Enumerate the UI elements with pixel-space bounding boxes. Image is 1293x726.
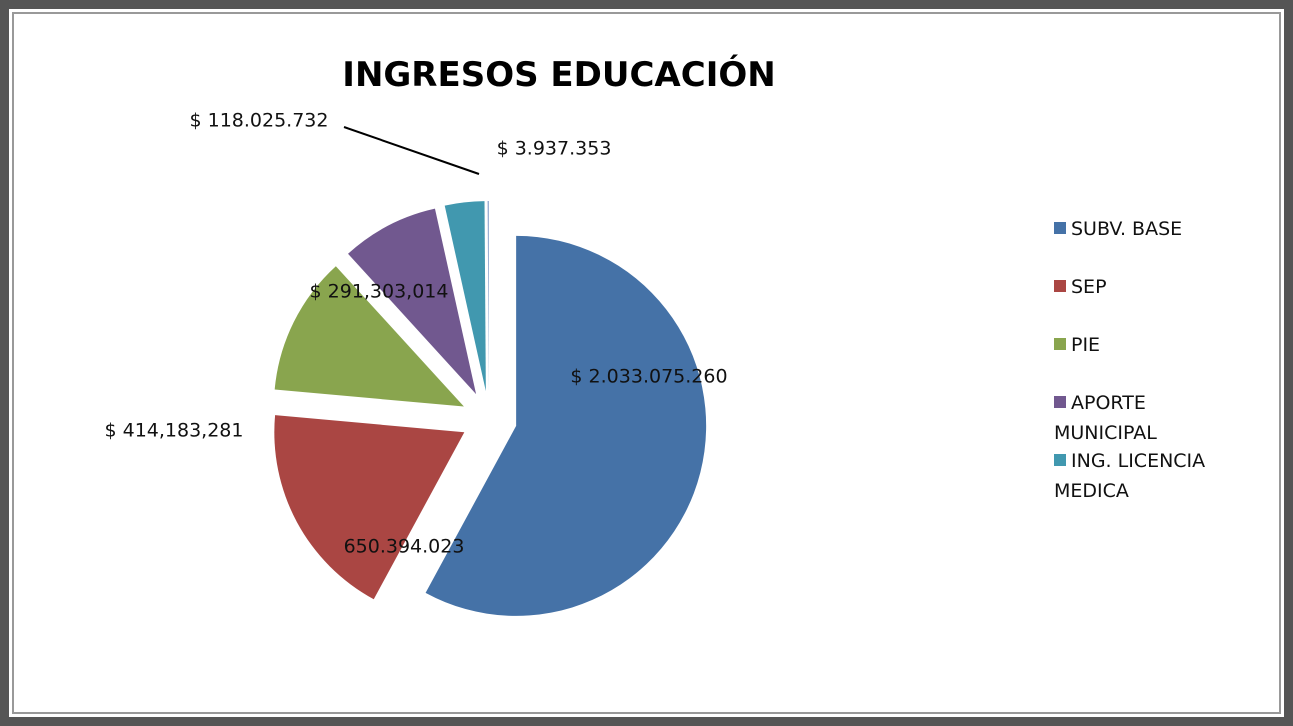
legend-swatch xyxy=(1054,338,1066,350)
leader-line xyxy=(343,126,480,175)
legend-swatch xyxy=(1054,222,1066,234)
legend-entry: APORTE MUNICIPAL xyxy=(1054,388,1244,449)
pie-slice xyxy=(487,201,489,392)
legend-entry: SUBV. BASE xyxy=(1054,214,1244,244)
pie-slice xyxy=(425,235,707,616)
legend-swatch xyxy=(1054,454,1066,466)
legend-label: SUBV. BASE xyxy=(1071,218,1183,240)
data-label: $ 291,303,014 xyxy=(309,280,449,303)
legend-entry: ING. LICENCIA MEDICA xyxy=(1054,446,1244,507)
pie-slice xyxy=(274,266,464,407)
pie-slice xyxy=(348,208,477,395)
data-label: 650.394.023 xyxy=(343,535,465,558)
pie-slice xyxy=(274,415,465,600)
legend-label: PIE xyxy=(1071,334,1101,356)
data-label: $ 414,183,281 xyxy=(104,419,244,442)
frame xyxy=(12,12,1281,714)
legend-entry: PIE xyxy=(1054,330,1244,360)
legend-label: ING. LICENCIA MEDICA xyxy=(1054,450,1206,503)
legend-entry: SEP xyxy=(1054,272,1244,302)
chart-title: INGRESOS EDUCACIÓN xyxy=(342,55,776,95)
legend-swatch xyxy=(1054,396,1066,408)
legend-label: SEP xyxy=(1071,276,1107,298)
data-label: $ 2.033.075.260 xyxy=(570,365,728,388)
data-label: $ 118.025.732 xyxy=(189,109,329,132)
pie-slice xyxy=(444,201,486,392)
legend-label: APORTE MUNICIPAL xyxy=(1054,392,1157,445)
data-label: $ 3.937.353 xyxy=(496,137,612,160)
plot xyxy=(274,126,707,616)
legend-swatch xyxy=(1054,280,1066,292)
